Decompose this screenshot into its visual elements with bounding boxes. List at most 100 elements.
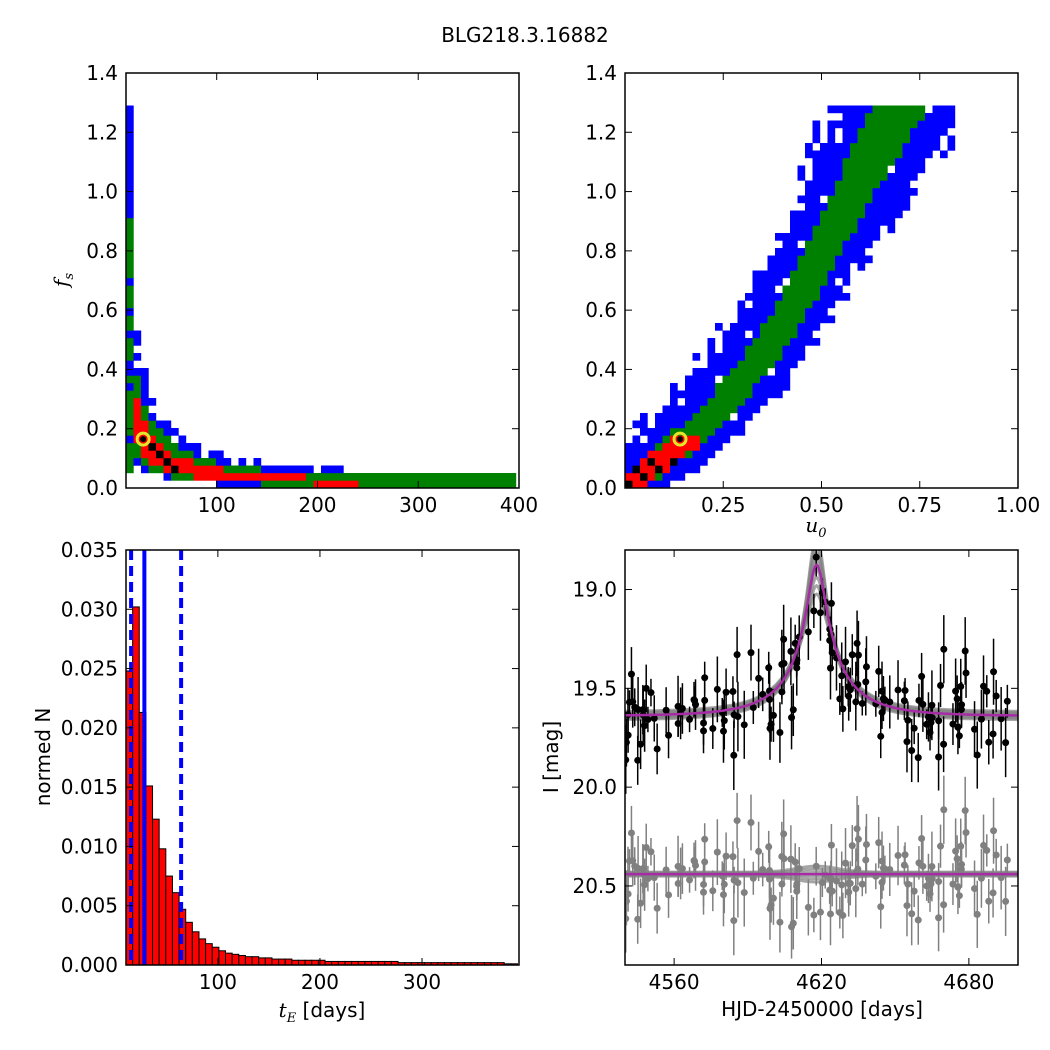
heatmap-cell [126,353,134,361]
heatmap-cell [865,105,873,114]
heatmap-cell [328,465,337,474]
heatmap-cell [707,450,716,459]
heatmap-cell [835,158,843,166]
heatmap-cell [640,450,648,459]
histogram-bar [218,950,227,966]
fs-vs-tE-ylabel: fs [49,273,77,289]
heatmap-cell [842,128,851,136]
heatmap-cell [805,263,813,271]
heatmap-cell [640,428,648,436]
data-point [990,668,998,676]
data-point [709,725,717,733]
heatmap-cell [745,308,753,316]
heatmap-cell [812,135,821,144]
heatmap-cell [887,120,896,129]
heatmap-cell [887,113,896,121]
histogram-bar [171,892,180,966]
heatmap-cell [842,218,851,226]
heatmap-cell [775,390,783,399]
heatmap-cell [805,248,813,256]
residual-point [983,846,991,854]
heatmap-cell [932,120,941,129]
heatmap-cell [842,293,851,301]
heatmap-cell [246,465,254,474]
y-tick-label: 20.5 [572,874,617,898]
heatmap-cell [700,450,708,459]
heatmap-cell [730,323,738,331]
heatmap-cell [842,173,851,181]
y-tick-label: 0.025 [61,657,118,681]
best-fit-marker [672,431,688,447]
heatmap-cell [872,135,881,144]
heatmap-cell [193,458,202,466]
heatmap-cell [887,210,896,219]
y-tick-label: 1.0 [86,180,118,204]
heatmap-cell [842,143,851,151]
heatmap-cell [760,345,768,354]
heatmap-cell [632,458,641,466]
residual-point [923,882,931,890]
residual-point [634,915,642,923]
heatmap-cell [685,458,693,466]
data-point [973,751,981,759]
heatmap-cell [328,480,337,489]
residual-point [665,891,673,899]
heatmap-cell [745,353,753,361]
heatmap-cell [835,203,843,211]
residual-point [713,848,721,856]
residual-point [827,841,835,849]
heatmap-cell [872,203,881,211]
data-point [776,729,784,737]
fs-vs-tE-panel: 100 200 300 400 0.0 0.2 0.4 0.6 0.8 1.0 1.2 1.4 fs [49,61,538,517]
heatmap-cell [797,323,806,331]
heatmap-cell [895,158,903,166]
heatmap-cell [835,210,843,219]
heatmap-cell [760,390,768,399]
heatmap-cell [760,323,768,331]
heatmap-cell [126,135,134,144]
heatmap-cell [887,150,896,159]
heatmap-cell [872,105,881,114]
fs-vs-tE-frame [125,72,520,489]
heatmap-cell [880,113,888,121]
heatmap-cell [850,203,858,211]
heatmap-cell [850,218,858,226]
heatmap-cell [163,465,172,474]
data-point [937,682,945,690]
heatmap-cell [745,390,753,399]
heatmap-cell [126,195,134,204]
heatmap-cell [640,465,648,474]
heatmap-cell [827,225,836,234]
heatmap-cell [707,428,716,436]
heatmap-cell [805,180,813,189]
heatmap-cell [805,300,813,309]
heatmap-cell [186,465,194,474]
residual-point [940,901,948,909]
heatmap-cell [163,435,172,444]
heatmap-cell [730,368,738,376]
heatmap-cell [850,165,858,174]
heatmap-cell [126,113,134,121]
heatmap-cell [850,143,858,151]
heatmap-cell [895,105,903,114]
x-tick-label: 300 [399,493,437,517]
heatmap-cell [752,360,761,369]
heatmap-cell [685,375,693,384]
heatmap-cell [857,173,866,181]
heatmap-cell [126,255,134,264]
heatmap-cell [760,315,768,324]
heatmap-cell [857,158,866,166]
heatmap-cell [186,443,194,451]
heatmap-cell [231,473,239,481]
residual-point [1002,897,1010,905]
y-tick-label: 19.5 [572,676,617,700]
heatmap-cell [820,218,828,226]
heatmap-cell [381,473,389,481]
heatmap-cell [261,480,269,489]
heatmap-cell [805,225,813,234]
heatmap-cell [321,465,329,474]
heatmap-cell [700,443,708,451]
data-point [919,700,927,708]
heatmap-cell [722,398,731,406]
heatmap-cell [850,158,858,166]
